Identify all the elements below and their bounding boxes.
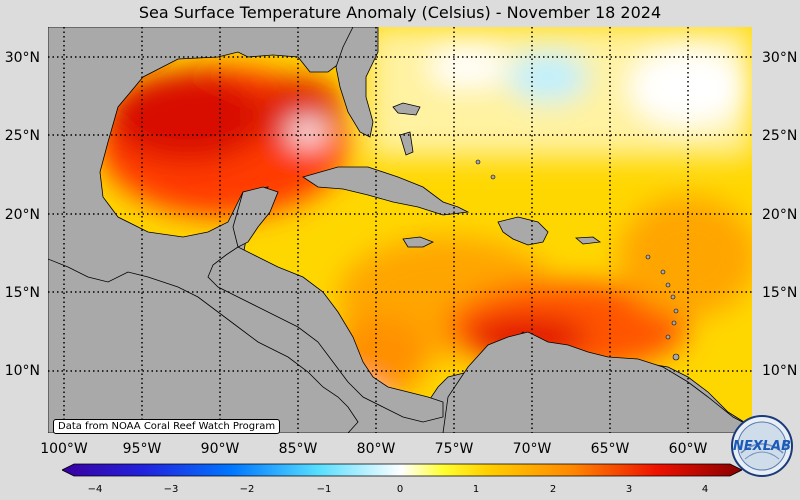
lat-label-20n-right: 20°N bbox=[762, 207, 798, 223]
colorbar bbox=[61, 462, 743, 481]
map-title: Sea Surface Temperature Anomaly (Celsius… bbox=[138, 3, 662, 22]
colorbar-tick: 4 bbox=[701, 484, 709, 495]
lon-label-80w: 80°W bbox=[356, 441, 396, 457]
land-jamaica bbox=[402, 236, 434, 248]
lon-label-60w: 60°W bbox=[668, 441, 708, 457]
lat-label-20n-left: 20°N bbox=[4, 207, 40, 223]
colorbar-tick: −2 bbox=[239, 484, 255, 495]
lat-label-10n-left: 10°N bbox=[4, 363, 40, 379]
graticule bbox=[48, 27, 752, 433]
lat-label-15n-right: 15°N bbox=[762, 285, 798, 301]
land-puerto-rico bbox=[574, 236, 602, 245]
land-south-america bbox=[442, 331, 752, 433]
data-credit-box: Data from NOAA Coral Reef Watch Program bbox=[53, 419, 281, 434]
lon-label-95w: 95°W bbox=[122, 441, 162, 457]
colorbar-tick: 3 bbox=[625, 484, 633, 495]
lat-label-30n-right: 30°N bbox=[762, 50, 798, 66]
land-yucatan bbox=[232, 186, 279, 248]
land-hispaniola bbox=[497, 216, 549, 246]
lon-label-100w: 100°W bbox=[40, 441, 88, 457]
land-central-america bbox=[207, 246, 444, 423]
land-florida bbox=[335, 27, 379, 138]
lon-label-85w: 85°W bbox=[278, 441, 318, 457]
svg-text:NEXLAB: NEXLAB bbox=[733, 439, 791, 454]
lon-label-65w: 65°W bbox=[590, 441, 630, 457]
colorbar-tick: −1 bbox=[316, 484, 332, 495]
lon-label-90w: 90°W bbox=[200, 441, 240, 457]
sst-anomaly-map bbox=[48, 27, 752, 433]
colorbar-tick: 0 bbox=[396, 484, 404, 495]
lat-label-10n-right: 10°N bbox=[762, 363, 798, 379]
colorbar-gradient bbox=[61, 463, 743, 477]
lat-label-25n-left: 25°N bbox=[4, 128, 40, 144]
lon-label-70w: 70°W bbox=[512, 441, 552, 457]
land-masses bbox=[48, 27, 752, 433]
lesser-antilles bbox=[475, 159, 680, 361]
lat-label-30n-left: 30°N bbox=[4, 50, 40, 66]
land-bahamas bbox=[392, 102, 421, 156]
nexlab-logo: NEXLAB bbox=[731, 415, 793, 477]
colorbar-tick: 1 bbox=[472, 484, 480, 495]
colorbar-tick: 2 bbox=[549, 484, 557, 495]
lon-label-75w: 75°W bbox=[434, 441, 474, 457]
lat-label-25n-right: 25°N bbox=[762, 128, 798, 144]
colorbar-tick: −4 bbox=[87, 484, 103, 495]
lat-label-15n-left: 15°N bbox=[4, 285, 40, 301]
colorbar-tick: −3 bbox=[163, 484, 179, 495]
land-cuba bbox=[302, 166, 470, 216]
